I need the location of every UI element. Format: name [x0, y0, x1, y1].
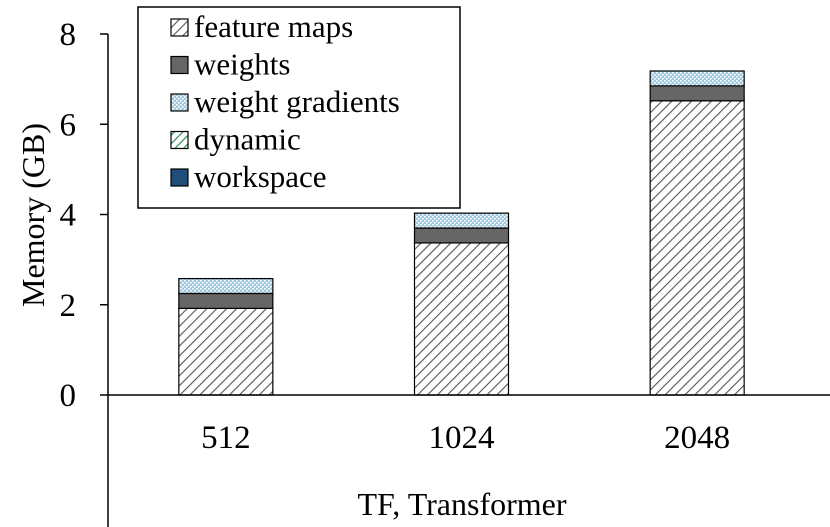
x-axis-title: TF, Transformer	[358, 486, 567, 522]
bar-segment-weight-gradients-2048	[649, 70, 745, 87]
y-tick-label: 8	[60, 17, 77, 53]
x-tick-label: 1024	[429, 420, 495, 456]
legend-label: weights	[194, 47, 290, 82]
legend-swatch	[170, 18, 189, 37]
y-tick-label: 2	[60, 288, 77, 324]
y-tick-label: 6	[60, 107, 77, 143]
legend-box	[137, 6, 461, 209]
y-tick-label: 0	[60, 378, 77, 414]
legend-label: feature maps	[194, 9, 353, 44]
bar-segment-feature-maps-2048	[649, 100, 745, 396]
bars	[178, 70, 745, 396]
bar-segment-weights-512	[178, 292, 274, 309]
legend-label: dynamic	[194, 122, 301, 157]
x-tick-labels: 512 1024 2048	[201, 420, 730, 456]
bar-segment-weight-gradients-1024	[413, 212, 510, 229]
x-tick-label: 512	[201, 420, 251, 456]
x-tick-label: 2048	[664, 420, 730, 456]
legend-swatch	[170, 130, 189, 150]
bar-segment-weight-gradients-512	[178, 277, 274, 295]
y-axis-title: Memory (GB)	[15, 123, 51, 307]
legend-swatch	[170, 55, 189, 75]
legend-label: weight gradients	[194, 84, 400, 119]
y-tick-label: 4	[60, 198, 77, 234]
bar-segment-weights-1024	[413, 227, 510, 244]
legend-label: workspace	[194, 159, 327, 194]
legend-swatch	[170, 168, 189, 187]
bar-segment-feature-maps-1024	[413, 242, 510, 396]
y-tick-labels: 0 2 4 6 8	[60, 17, 108, 414]
bar-segment-feature-maps-512	[178, 307, 274, 396]
bar-segment-weights-2048	[649, 85, 745, 102]
legend-swatch	[170, 93, 189, 112]
